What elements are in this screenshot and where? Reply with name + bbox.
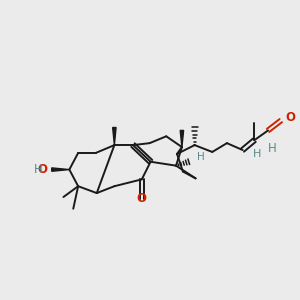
Polygon shape [180, 130, 184, 147]
Text: O: O [38, 163, 48, 176]
Polygon shape [113, 128, 116, 145]
Text: O: O [137, 192, 147, 206]
Text: O: O [286, 111, 296, 124]
Text: H: H [268, 142, 276, 154]
Text: H: H [196, 152, 204, 162]
Text: H: H [34, 163, 42, 176]
Text: H: H [253, 149, 262, 159]
Polygon shape [52, 168, 69, 171]
